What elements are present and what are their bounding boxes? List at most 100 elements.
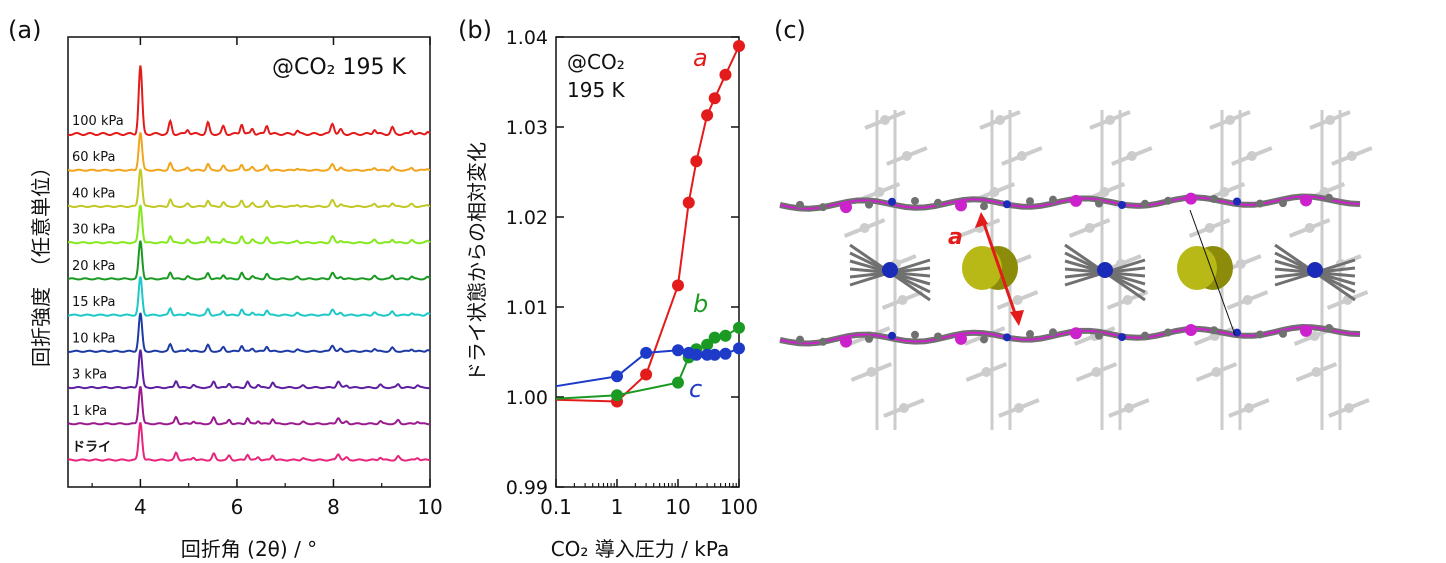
atom [1049,328,1057,337]
panel-a-traces [67,65,431,462]
ghost-bond [1295,362,1338,382]
atom [1325,323,1333,332]
data-point-a [682,196,695,209]
atom [980,202,988,211]
data-point-a [719,68,732,81]
xrd-trace [68,168,431,209]
atom [911,330,919,339]
x-tick-label: 10 [665,495,690,519]
atom [911,196,919,205]
data-point-b [719,329,732,342]
xrd-trace [67,132,431,172]
ghost-bond [1075,362,1118,382]
atom [1026,330,1034,339]
trace-label: 15 kPa [72,295,115,310]
ghost-bond [843,218,886,238]
atom [934,332,942,341]
atom [1164,196,1172,205]
ghost-bond [883,398,925,418]
series-label-a: a [693,44,708,72]
atom [1026,197,1034,206]
series-line-a [555,45,740,403]
trace-label: 100 kPa [72,114,124,129]
atom [840,201,852,214]
panel-b-series: a b c [555,40,745,408]
atom [819,203,827,212]
ghost-bond [1108,398,1150,418]
panel-b-y-axis-label: ドライ状態からの相対変化 [465,142,489,382]
ghost-bond [1001,146,1043,166]
y-tick-label: 1.01 [506,297,548,319]
y-tick-label: 1.02 [506,207,548,229]
atom [1185,192,1197,205]
panel-b-annotation-line2: 195 K [567,78,626,102]
panel-b-axes-ticks: 0.1 1 10 100 0.99 1.00 1.01 1.02 1.03 1.04 [506,27,758,519]
data-point-c [719,347,732,360]
panel-b-label: (b) [458,16,492,44]
guest-molecule [962,246,1002,290]
panel-b-annotation-line1: @CO₂ [567,50,625,74]
trace-label: 10 kPa [72,331,115,346]
trace-label: 1 kPa [72,404,107,419]
atom [1003,333,1011,342]
trace-label: 40 kPa [72,186,115,201]
data-point-c [733,342,745,355]
data-point-c [672,344,684,357]
atom [1256,199,1264,208]
xrd-trace [68,422,431,462]
arrow-a-head-bottom [1010,310,1024,326]
ghost-bond [1326,290,1369,310]
data-point-a [690,155,703,168]
panel-b-x-axis-label: CO₂ 導入圧力 / kPa [551,537,730,561]
data-point-b [672,376,684,389]
arrow-a-shaft [979,214,1020,323]
panel-a-y-axis-label: 回折強度 （任意単位） [29,157,53,367]
ghost-bond [996,290,1039,310]
ghost-bond [881,290,924,310]
y-tick-label: 1.04 [506,27,548,49]
atom [955,332,967,345]
series-label-b: b [693,290,708,318]
xrd-trace [67,240,431,281]
x-tick-label: 8 [327,495,340,519]
atom [980,335,988,344]
ghost-bond [998,398,1040,418]
ghost-bond [1226,290,1269,310]
x-tick-label: 0.1 [540,495,572,519]
xrd-trace [67,204,431,245]
atom [1256,330,1264,339]
atom [865,200,873,209]
x-tick-label: 4 [134,495,147,519]
ghost-bond [1328,398,1370,418]
atom [955,199,967,212]
panel-a-annotation: @CO₂ 195 K [272,55,406,80]
ghost-bond [1288,218,1331,238]
atom [1300,324,1312,337]
atom [934,198,942,207]
xrd-trace [67,65,431,136]
trace-label: 60 kPa [72,150,115,165]
atom [865,334,873,343]
ghost-bond [886,146,928,166]
ghost-bond [1188,218,1231,238]
data-point-a [672,279,684,292]
data-point-b [708,331,721,344]
xrd-trace [67,312,431,353]
pillar-center [1097,262,1113,278]
ghost-bond [1209,110,1251,130]
ghost-bond [850,362,893,382]
data-point-c [611,370,623,383]
x-tick-label: 100 [720,495,758,519]
atom [1141,331,1149,340]
atom [1233,197,1241,206]
data-point-b [701,338,714,351]
atom [1210,195,1218,204]
ghost-bond [1228,398,1270,418]
ghost-bond [1068,218,1111,238]
atom [1164,328,1172,337]
axis-line [1189,209,1236,336]
panel-a-x-axis-label: 回折角 (2θ) / ° [181,537,317,561]
data-point-a [733,40,745,52]
atom [1279,329,1287,338]
data-point-c [708,348,721,361]
